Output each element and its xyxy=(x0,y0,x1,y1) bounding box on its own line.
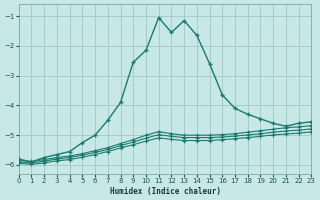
X-axis label: Humidex (Indice chaleur): Humidex (Indice chaleur) xyxy=(109,187,220,196)
